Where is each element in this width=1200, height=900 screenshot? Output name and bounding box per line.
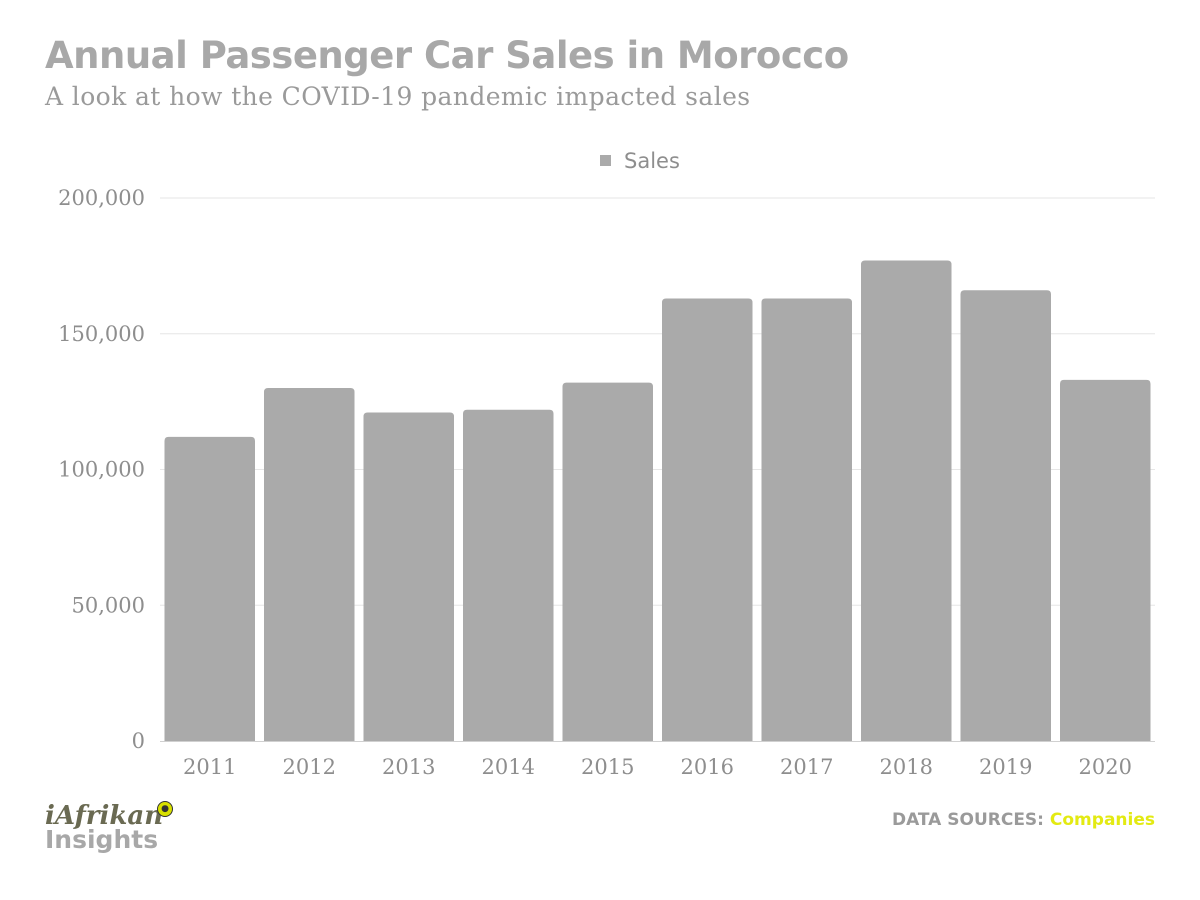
y-axis: 0 50,000 100,000 150,000 200,000 bbox=[58, 186, 145, 753]
bar-2019 bbox=[960, 290, 1051, 741]
africa-badge-icon: ● bbox=[157, 801, 173, 817]
bar-2020 bbox=[1060, 379, 1151, 741]
bar-2016 bbox=[662, 298, 753, 741]
x-tick-label: 2020 bbox=[1079, 755, 1132, 779]
data-sources-value: Companies bbox=[1049, 810, 1155, 830]
legend-swatch bbox=[600, 155, 611, 166]
y-tick-label: 150,000 bbox=[58, 322, 145, 346]
data-sources: DATA SOURCES: Companies bbox=[892, 810, 1155, 830]
y-tick-label: 100,000 bbox=[58, 458, 145, 482]
x-tick-label: 2019 bbox=[979, 755, 1032, 779]
x-tick-label: 2012 bbox=[283, 755, 336, 779]
bar-2013 bbox=[363, 412, 454, 741]
brand-logo: iAfrikan Insights ● bbox=[45, 801, 173, 854]
bar-2011 bbox=[164, 436, 255, 741]
x-tick-label: 2016 bbox=[681, 755, 734, 779]
bar-2017 bbox=[761, 298, 852, 741]
x-tick-label: 2014 bbox=[482, 755, 535, 779]
bar-2018 bbox=[861, 260, 952, 741]
legend-label: Sales bbox=[624, 149, 680, 173]
data-sources-label: DATA SOURCES: bbox=[891, 810, 1044, 830]
x-tick-label: 2011 bbox=[183, 755, 236, 779]
bar-2014 bbox=[463, 409, 554, 741]
chart-title: Annual Passenger Car Sales in Morocco bbox=[45, 34, 849, 77]
bar-2015 bbox=[562, 382, 653, 741]
legend: Sales bbox=[600, 149, 680, 173]
bars bbox=[164, 260, 1151, 741]
bar-2012 bbox=[264, 388, 355, 741]
logo-wordmark-bottom: Insights bbox=[45, 825, 159, 854]
logo-wordmark-top: iAfrikan bbox=[45, 801, 164, 831]
x-tick-label: 2017 bbox=[780, 755, 833, 779]
x-tick-label: 2015 bbox=[581, 755, 634, 779]
x-tick-label: 2013 bbox=[382, 755, 435, 779]
y-tick-label: 200,000 bbox=[58, 186, 145, 210]
chart-subtitle: A look at how the COVID-19 pandemic impa… bbox=[45, 82, 751, 111]
y-tick-label: 50,000 bbox=[72, 593, 145, 617]
x-axis: 2011 2012 2013 2014 2015 2016 2017 2018 2019 2020 bbox=[160, 741, 1155, 779]
x-tick-label: 2018 bbox=[880, 755, 933, 779]
y-tick-label: 0 bbox=[132, 729, 145, 753]
